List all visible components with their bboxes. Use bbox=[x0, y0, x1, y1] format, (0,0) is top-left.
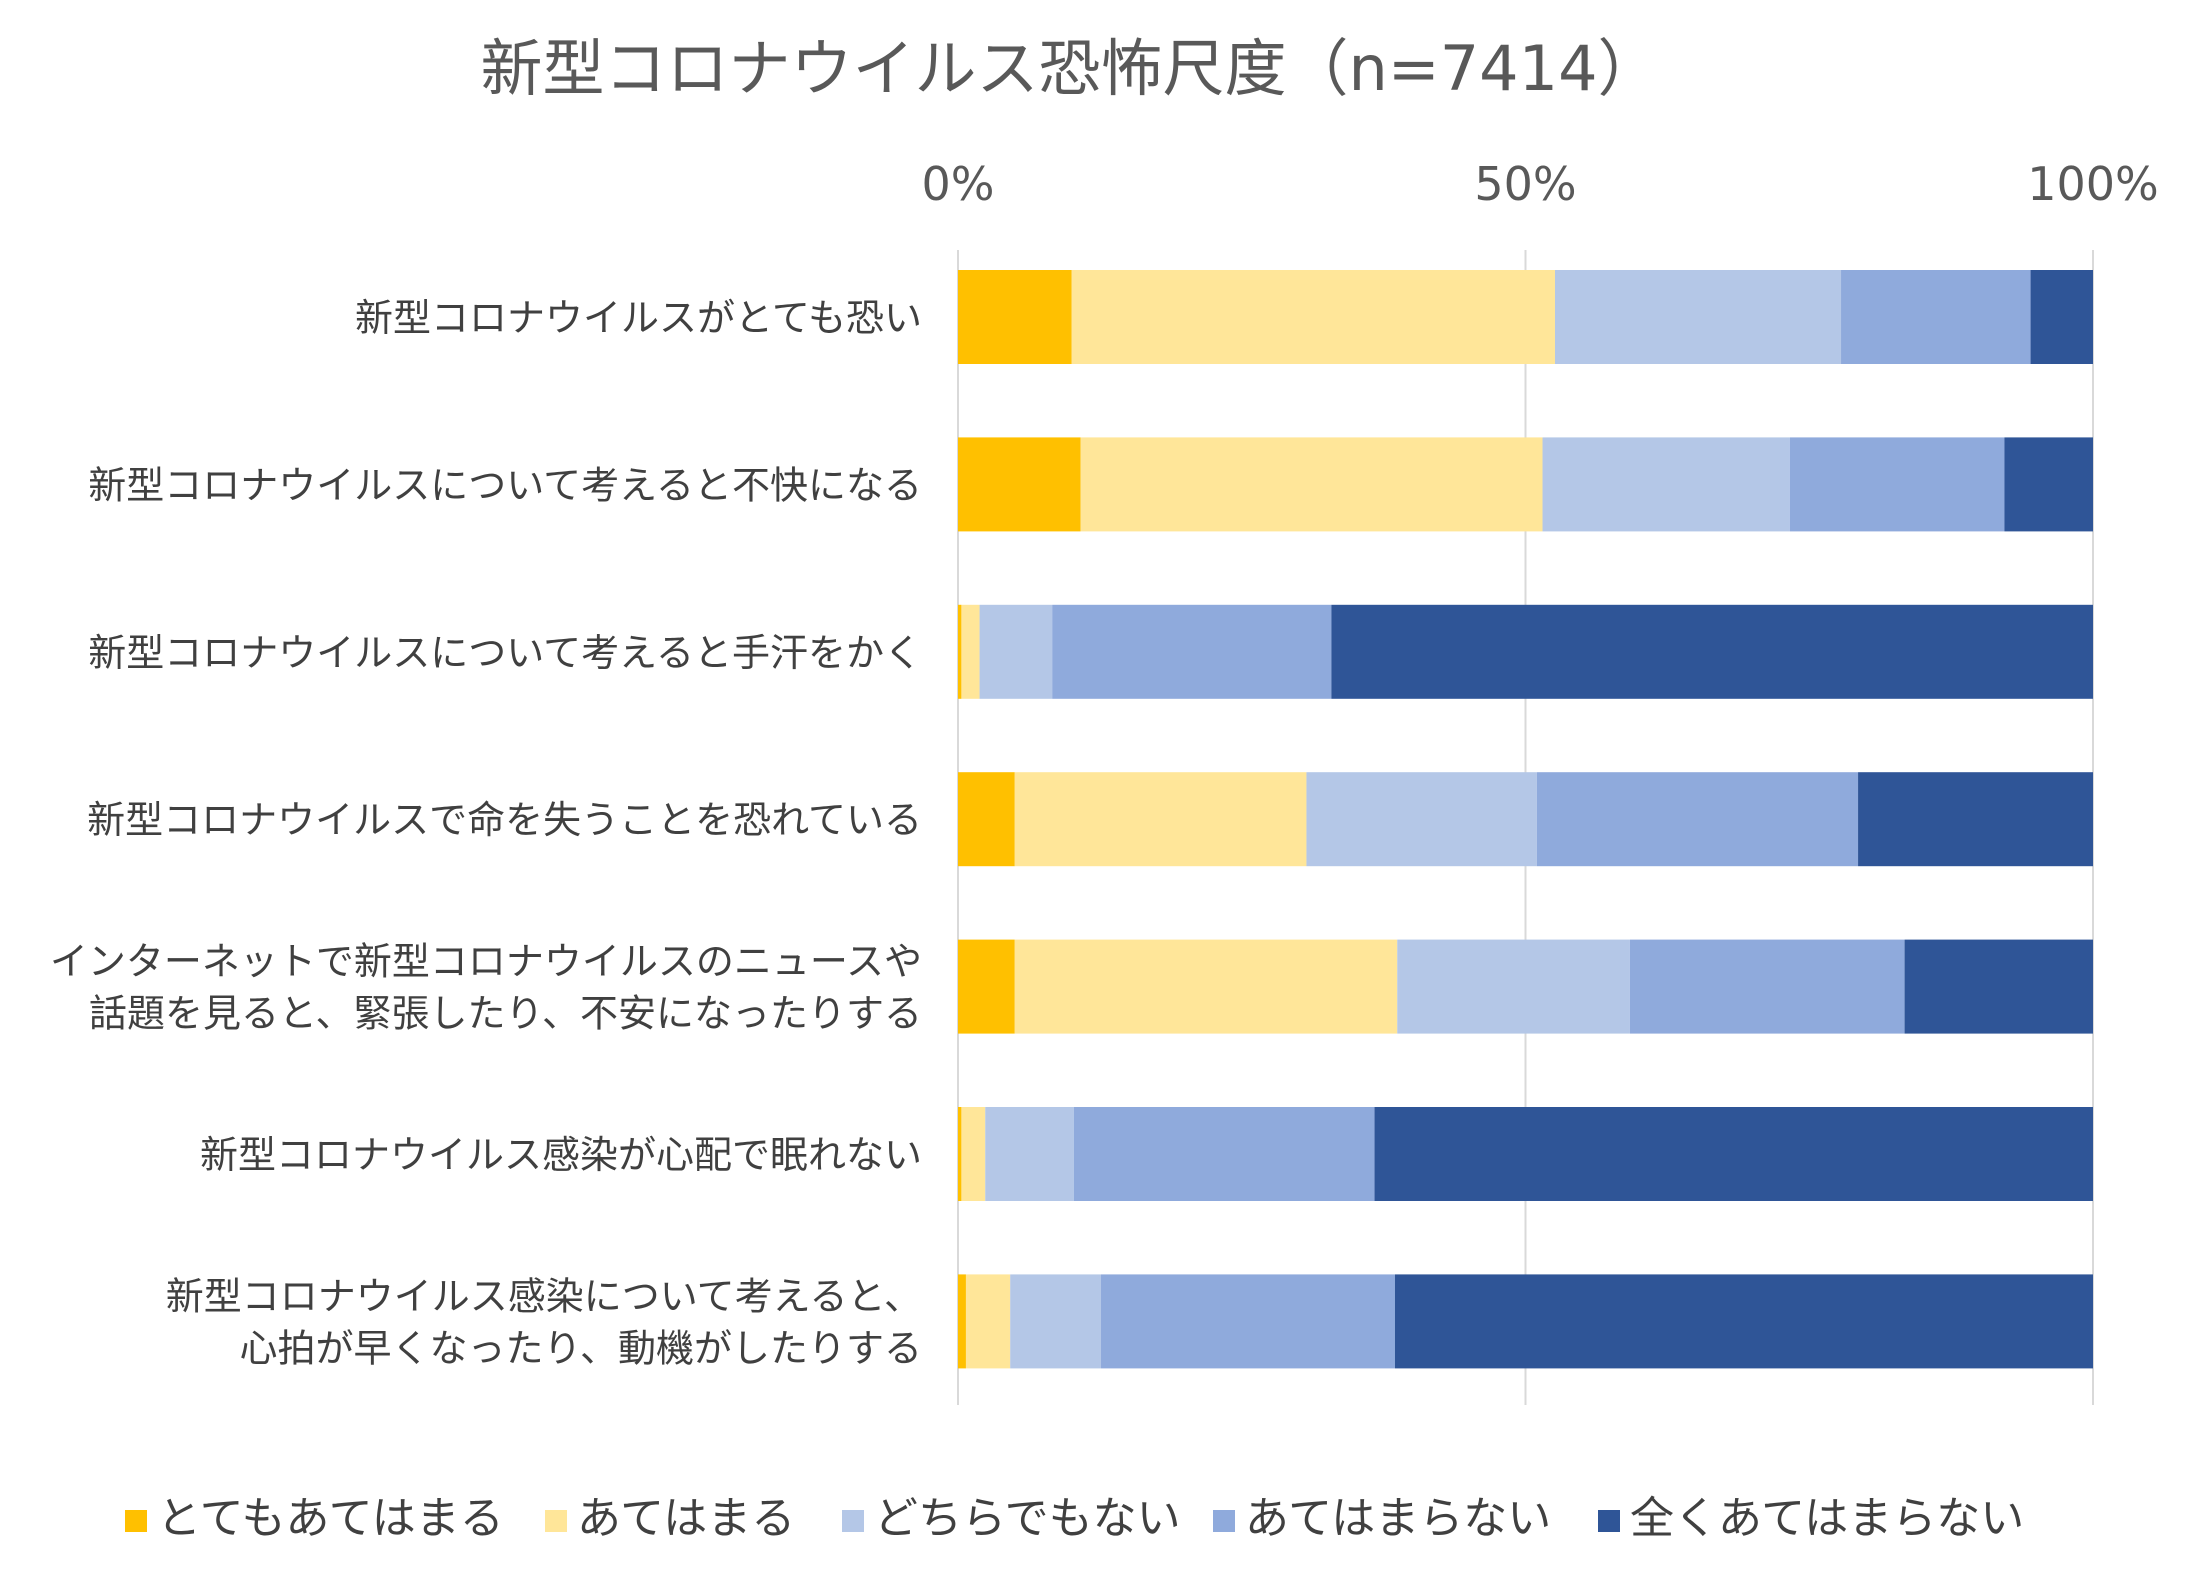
bar-segment-2-row-3 bbox=[961, 604, 980, 699]
bar-segment-5-row-3 bbox=[1331, 604, 2093, 699]
category-label: 新型コロナウイルス感染について考えると、 bbox=[166, 1274, 922, 1318]
bar-segment-1-row-4 bbox=[958, 772, 1015, 867]
legend-label: とてもあてはまる bbox=[157, 1493, 504, 1544]
bar-segment-4-row-5 bbox=[1629, 939, 1905, 1034]
bar-segment-4-row-2 bbox=[1789, 437, 2005, 532]
legend-swatch bbox=[545, 1510, 567, 1532]
category-label: インターネットで新型コロナウイルスのニュースや bbox=[50, 940, 922, 984]
bar-segment-1-row-6 bbox=[958, 1107, 962, 1201]
legend-label: あてはまる bbox=[577, 1493, 795, 1544]
bar-segment-3-row-4 bbox=[1306, 772, 1537, 867]
category-label: 新型コロナウイルスについて考えると不快になる bbox=[88, 463, 922, 507]
bar-segment-5-row-7 bbox=[1394, 1274, 2093, 1369]
bar-segment-4-row-3 bbox=[1052, 604, 1332, 699]
bar-segment-3-row-1 bbox=[1555, 270, 1842, 364]
bar-segment-5-row-2 bbox=[2004, 437, 2093, 532]
chart-title: 新型コロナウイルス恐怖尺度（n=7414） bbox=[480, 32, 1659, 105]
bar-segment-1-row-2 bbox=[958, 437, 1081, 532]
bar-segment-5-row-4 bbox=[1858, 772, 2093, 867]
bar-segment-4-row-4 bbox=[1536, 772, 1859, 867]
category-label: 新型コロナウイルス感染が心配で眠れない bbox=[200, 1133, 922, 1177]
category-label: 心拍が早くなったり、動機がしたりする bbox=[240, 1326, 922, 1370]
category-labels: 新型コロナウイルスがとても恐い新型コロナウイルスについて考えると不快になる新型コ… bbox=[50, 296, 922, 1370]
legend-swatch bbox=[125, 1510, 147, 1532]
bar-segment-2-row-2 bbox=[1080, 437, 1543, 532]
category-label: 話題を見ると、緊張したり、不安になったりする bbox=[89, 992, 922, 1036]
bar-segment-1-row-1 bbox=[958, 270, 1072, 364]
bar-segment-3-row-6 bbox=[985, 1107, 1074, 1201]
legend-swatch bbox=[1598, 1510, 1620, 1532]
bar-segment-4-row-6 bbox=[1073, 1107, 1375, 1201]
bar-segment-4-row-1 bbox=[1841, 270, 2031, 364]
bar-segment-5-row-1 bbox=[2030, 270, 2093, 364]
bar-segment-2-row-4 bbox=[1014, 772, 1307, 867]
legend: とてもあてはまる あてはまる どちらでもない あてはまらない 全くあてはまらない bbox=[125, 1493, 2024, 1544]
bar-segment-1-row-3 bbox=[958, 604, 962, 699]
x-tick-label: 50% bbox=[1474, 157, 1576, 211]
bar-segment-2-row-6 bbox=[961, 1107, 986, 1201]
bar-segment-2-row-7 bbox=[965, 1274, 1011, 1369]
category-label: 新型コロナウイルスについて考えると手汗をかく bbox=[88, 631, 922, 675]
legend-swatch bbox=[842, 1510, 864, 1532]
bar-segment-1-row-7 bbox=[958, 1274, 966, 1369]
bar-segment-3-row-5 bbox=[1397, 939, 1630, 1034]
bar-segment-3-row-7 bbox=[1010, 1274, 1102, 1369]
bar-segment-5-row-6 bbox=[1374, 1107, 2093, 1201]
x-axis-ticks: 0% 50% 100% bbox=[922, 157, 2159, 211]
bar-segment-5-row-5 bbox=[1904, 939, 2093, 1034]
bar-segment-3-row-3 bbox=[979, 604, 1053, 699]
bar-segment-4-row-7 bbox=[1101, 1274, 1395, 1369]
legend-label: あてはまらない bbox=[1245, 1493, 1551, 1544]
bar-segment-1-row-5 bbox=[958, 939, 1015, 1034]
legend-label: どちらでもない bbox=[874, 1493, 1181, 1544]
bar-segment-3-row-2 bbox=[1542, 437, 1790, 532]
category-label: 新型コロナウイルスで命を失うことを恐れている bbox=[87, 798, 922, 842]
bar-segment-2-row-1 bbox=[1071, 270, 1556, 364]
category-label: 新型コロナウイルスがとても恐い bbox=[355, 296, 922, 340]
x-tick-label: 100% bbox=[2027, 157, 2159, 211]
x-tick-label: 0% bbox=[922, 157, 995, 211]
legend-swatch bbox=[1213, 1510, 1235, 1532]
bar-segment-2-row-5 bbox=[1014, 939, 1398, 1034]
legend-label: 全くあてはまらない bbox=[1630, 1493, 2024, 1544]
bars bbox=[958, 270, 2093, 1369]
